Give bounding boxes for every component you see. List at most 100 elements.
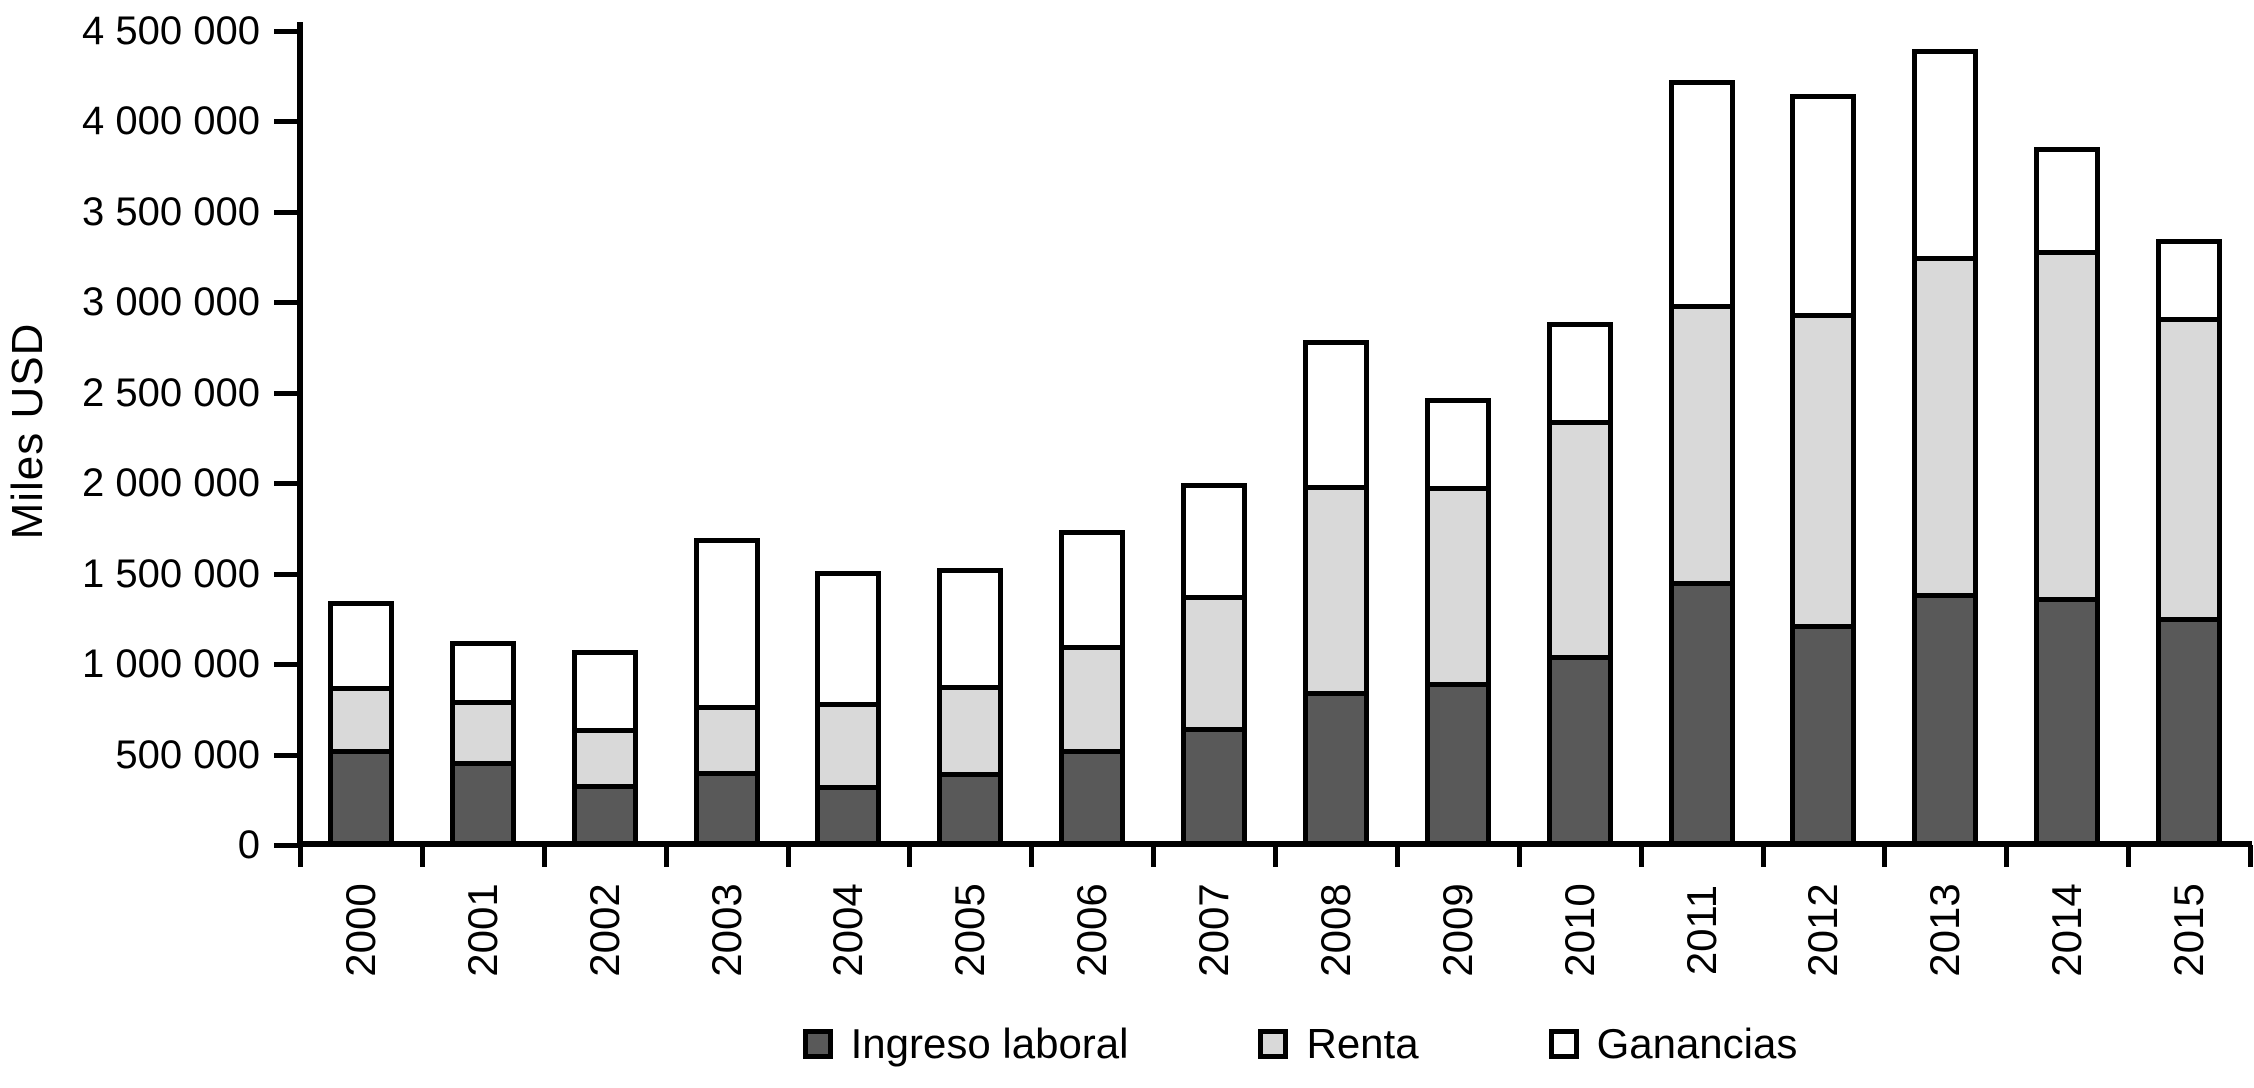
x-axis-line — [297, 841, 2252, 847]
x-label-2011: 2011 — [1677, 884, 1725, 976]
bar-2012 — [1790, 94, 1857, 846]
bar-segment-ganancias — [576, 654, 633, 729]
renta-swatch-icon — [1258, 1029, 1289, 1059]
bar-segment-renta — [1429, 486, 1486, 683]
bar-2014 — [2034, 146, 2101, 846]
ingreso-laboral-swatch-icon — [802, 1029, 833, 1059]
x-tick-mark — [907, 845, 913, 867]
y-tick-label: 4 000 000 — [82, 99, 260, 144]
bar-segment-ingreso-laboral — [820, 784, 877, 841]
bar-segment-renta — [454, 699, 511, 762]
y-tick-label: 0 — [237, 823, 260, 867]
bar-segment-renta — [820, 702, 877, 785]
bar-2011 — [1668, 79, 1735, 846]
y-tick-label: 2 000 000 — [82, 461, 260, 506]
y-tick-label: 4 500 000 — [82, 9, 260, 53]
bar-segment-ingreso-laboral — [1551, 655, 1608, 841]
bar-segment-ingreso-laboral — [1064, 748, 1121, 841]
bar-segment-ganancias — [1673, 84, 1730, 305]
bar-segment-ingreso-laboral — [1795, 623, 1852, 841]
x-tick-mark — [1882, 845, 1888, 867]
bar-segment-ganancias — [1795, 99, 1852, 314]
x-tick-mark — [541, 845, 547, 867]
x-label-2002: 2002 — [580, 883, 628, 977]
x-tick-mark — [1029, 845, 1035, 867]
bar-segment-renta — [1551, 419, 1608, 656]
bar-segment-ingreso-laboral — [1186, 727, 1243, 841]
x-tick-mark — [1638, 845, 1644, 867]
bar-segment-renta — [2161, 316, 2218, 618]
bar-segment-renta — [1917, 255, 1974, 594]
x-label-2008: 2008 — [1311, 883, 1359, 977]
x-label-2001: 2001 — [458, 883, 506, 977]
y-tick-mark — [274, 481, 300, 487]
legend-label-renta: Renta — [1306, 1020, 1419, 1067]
bar-segment-ganancias — [1307, 345, 1364, 486]
y-axis-title: Miles USD — [3, 291, 53, 571]
legend: Ingreso laboral Renta Ganancias — [620, 1014, 1980, 1074]
x-label-2000: 2000 — [336, 883, 384, 977]
bar-2002 — [571, 649, 638, 846]
bar-segment-ganancias — [1917, 54, 1974, 256]
x-tick-mark — [2004, 845, 2010, 867]
y-tick-label: 1 500 000 — [82, 551, 260, 596]
y-tick-mark — [274, 390, 300, 396]
bar-segment-renta — [1673, 304, 1730, 581]
x-label-2006: 2006 — [1068, 883, 1116, 977]
bar-segment-ganancias — [942, 573, 999, 685]
y-tick-mark — [274, 843, 300, 848]
bar-2004 — [815, 570, 882, 846]
x-label-2012: 2012 — [1799, 883, 1847, 977]
bar-segment-renta — [1064, 644, 1121, 749]
y-tick-label: 3 500 000 — [82, 189, 260, 234]
x-label-2005: 2005 — [946, 883, 994, 977]
bar-segment-renta — [2039, 249, 2096, 598]
bar-2005 — [937, 568, 1004, 846]
x-label-2009: 2009 — [1433, 883, 1481, 977]
bar-segment-renta — [332, 685, 389, 750]
bar-segment-ingreso-laboral — [1429, 682, 1486, 841]
bar-2009 — [1424, 398, 1491, 846]
x-label-2013: 2013 — [1921, 883, 1969, 977]
x-tick-mark — [1516, 845, 1522, 867]
bar-segment-ganancias — [1551, 327, 1608, 420]
bar-segment-renta — [1307, 485, 1364, 691]
legend-label-ganancias: Ganancias — [1596, 1020, 1798, 1067]
y-tick-mark — [274, 119, 300, 125]
bar-segment-ingreso-laboral — [1917, 593, 1974, 841]
bar-segment-ganancias — [820, 575, 877, 703]
y-tick-mark — [274, 662, 300, 668]
y-tick-mark — [274, 209, 300, 215]
bar-segment-renta — [698, 705, 755, 772]
bar-segment-ganancias — [1186, 488, 1243, 596]
bar-segment-ingreso-laboral — [332, 749, 389, 841]
bar-segment-ganancias — [332, 605, 389, 686]
bar-segment-ingreso-laboral — [1673, 580, 1730, 841]
x-label-2010: 2010 — [1555, 883, 1603, 977]
bar-segment-ingreso-laboral — [576, 783, 633, 841]
x-label-2014: 2014 — [2043, 883, 2091, 977]
legend-label-ingreso-laboral: Ingreso laboral — [850, 1020, 1129, 1067]
y-tick-label: 2 500 000 — [82, 370, 260, 415]
x-label-2003: 2003 — [702, 883, 750, 977]
bar-segment-ganancias — [2161, 244, 2218, 317]
bar-segment-ingreso-laboral — [698, 771, 755, 841]
x-tick-mark — [2126, 845, 2132, 867]
bar-segment-ganancias — [698, 542, 755, 706]
x-tick-mark — [785, 845, 791, 867]
bar-segment-ingreso-laboral — [454, 761, 511, 841]
y-tick-label: 500 000 — [115, 732, 260, 777]
x-tick-mark — [2248, 845, 2253, 867]
bar-segment-renta — [1795, 313, 1852, 624]
bar-2000 — [327, 600, 394, 846]
legend-item-ingreso-laboral: Ingreso laboral — [802, 1019, 1129, 1069]
y-tick-label: 3 000 000 — [82, 280, 260, 325]
bar-2003 — [693, 537, 760, 846]
x-tick-mark — [298, 845, 303, 867]
y-tick-mark — [274, 29, 300, 34]
x-tick-mark — [419, 845, 425, 867]
bar-segment-ganancias — [1429, 403, 1486, 487]
legend-item-ganancias: Ganancias — [1548, 1019, 1798, 1069]
y-tick-mark — [274, 300, 300, 306]
